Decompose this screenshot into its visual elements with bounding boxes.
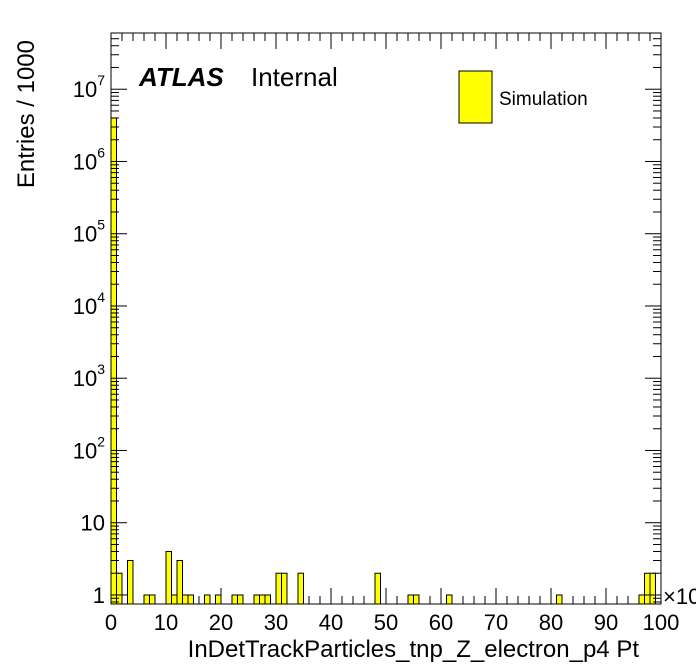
histogram-bar [176,560,183,605]
histogram-bar [237,594,244,605]
histogram-bar [374,572,381,605]
x-tick-label: 80 [539,610,563,635]
x-tick-label: 90 [594,610,618,635]
x-multiplier-label: ×10 [663,584,696,609]
histogram-bar [297,572,304,605]
histogram-bar [407,594,414,605]
histogram-bar [446,594,453,605]
x-tick-label: 70 [484,610,508,635]
histogram-bar [143,594,150,605]
legend-swatch [458,70,493,124]
x-tick-label: 0 [105,610,117,635]
histogram-bar [644,572,651,605]
histogram-bar [204,594,211,605]
y-tick-label: 1 [93,583,105,608]
histogram-bar [127,560,134,605]
y-tick-label: 104 [73,289,105,319]
x-tick-label: 50 [374,610,398,635]
axis-ticks [110,32,662,604]
histogram-bar [259,594,266,605]
histogram-bar [556,594,563,605]
histogram-bar [253,594,260,605]
histogram-bar [638,594,645,605]
atlas-label: ATLAS [138,62,224,92]
histogram-bar [275,572,282,605]
x-tick-label: 60 [429,610,453,635]
x-tick-label: 30 [264,610,288,635]
histogram-bar [149,594,156,605]
histogram-bar [171,594,178,605]
y-axis-title: Entries / 1000 [13,40,40,188]
x-tick-label: 10 [154,610,178,635]
histogram-bar [182,594,189,605]
histogram-bar [165,550,172,605]
y-tick-label: 107 [73,72,105,102]
histogram-bar [215,594,222,605]
x-tick-label: 20 [209,610,233,635]
y-tick-label: 10 [81,511,105,536]
x-tick-label: 40 [319,610,343,635]
histogram-bar [281,572,288,605]
x-tick-label: 100 [643,610,680,635]
internal-label: Internal [251,62,338,92]
histogram-bar [413,594,420,605]
y-tick-label: 105 [73,217,105,247]
x-axis-title: InDetTrackParticles_tnp_Z_electron_p4 Pt [188,636,640,663]
histogram-bars [110,117,656,605]
plot-frame [110,32,662,605]
histogram-bar [116,572,123,605]
legend-label: Simulation [499,89,588,110]
y-tick-label: 106 [73,144,105,174]
y-tick-label: 103 [73,361,105,391]
histogram-bar [110,117,117,605]
y-tick-labels: 1 10 102 103 104 105 106 107 [73,72,105,608]
histogram-bar [264,594,271,605]
histogram-bar [649,572,656,605]
x-tick-labels: 0 10 20 30 40 50 60 70 80 90 100 [105,610,679,635]
histogram-bar [231,594,238,605]
histogram-bar [187,594,194,605]
y-tick-label: 102 [73,433,105,463]
